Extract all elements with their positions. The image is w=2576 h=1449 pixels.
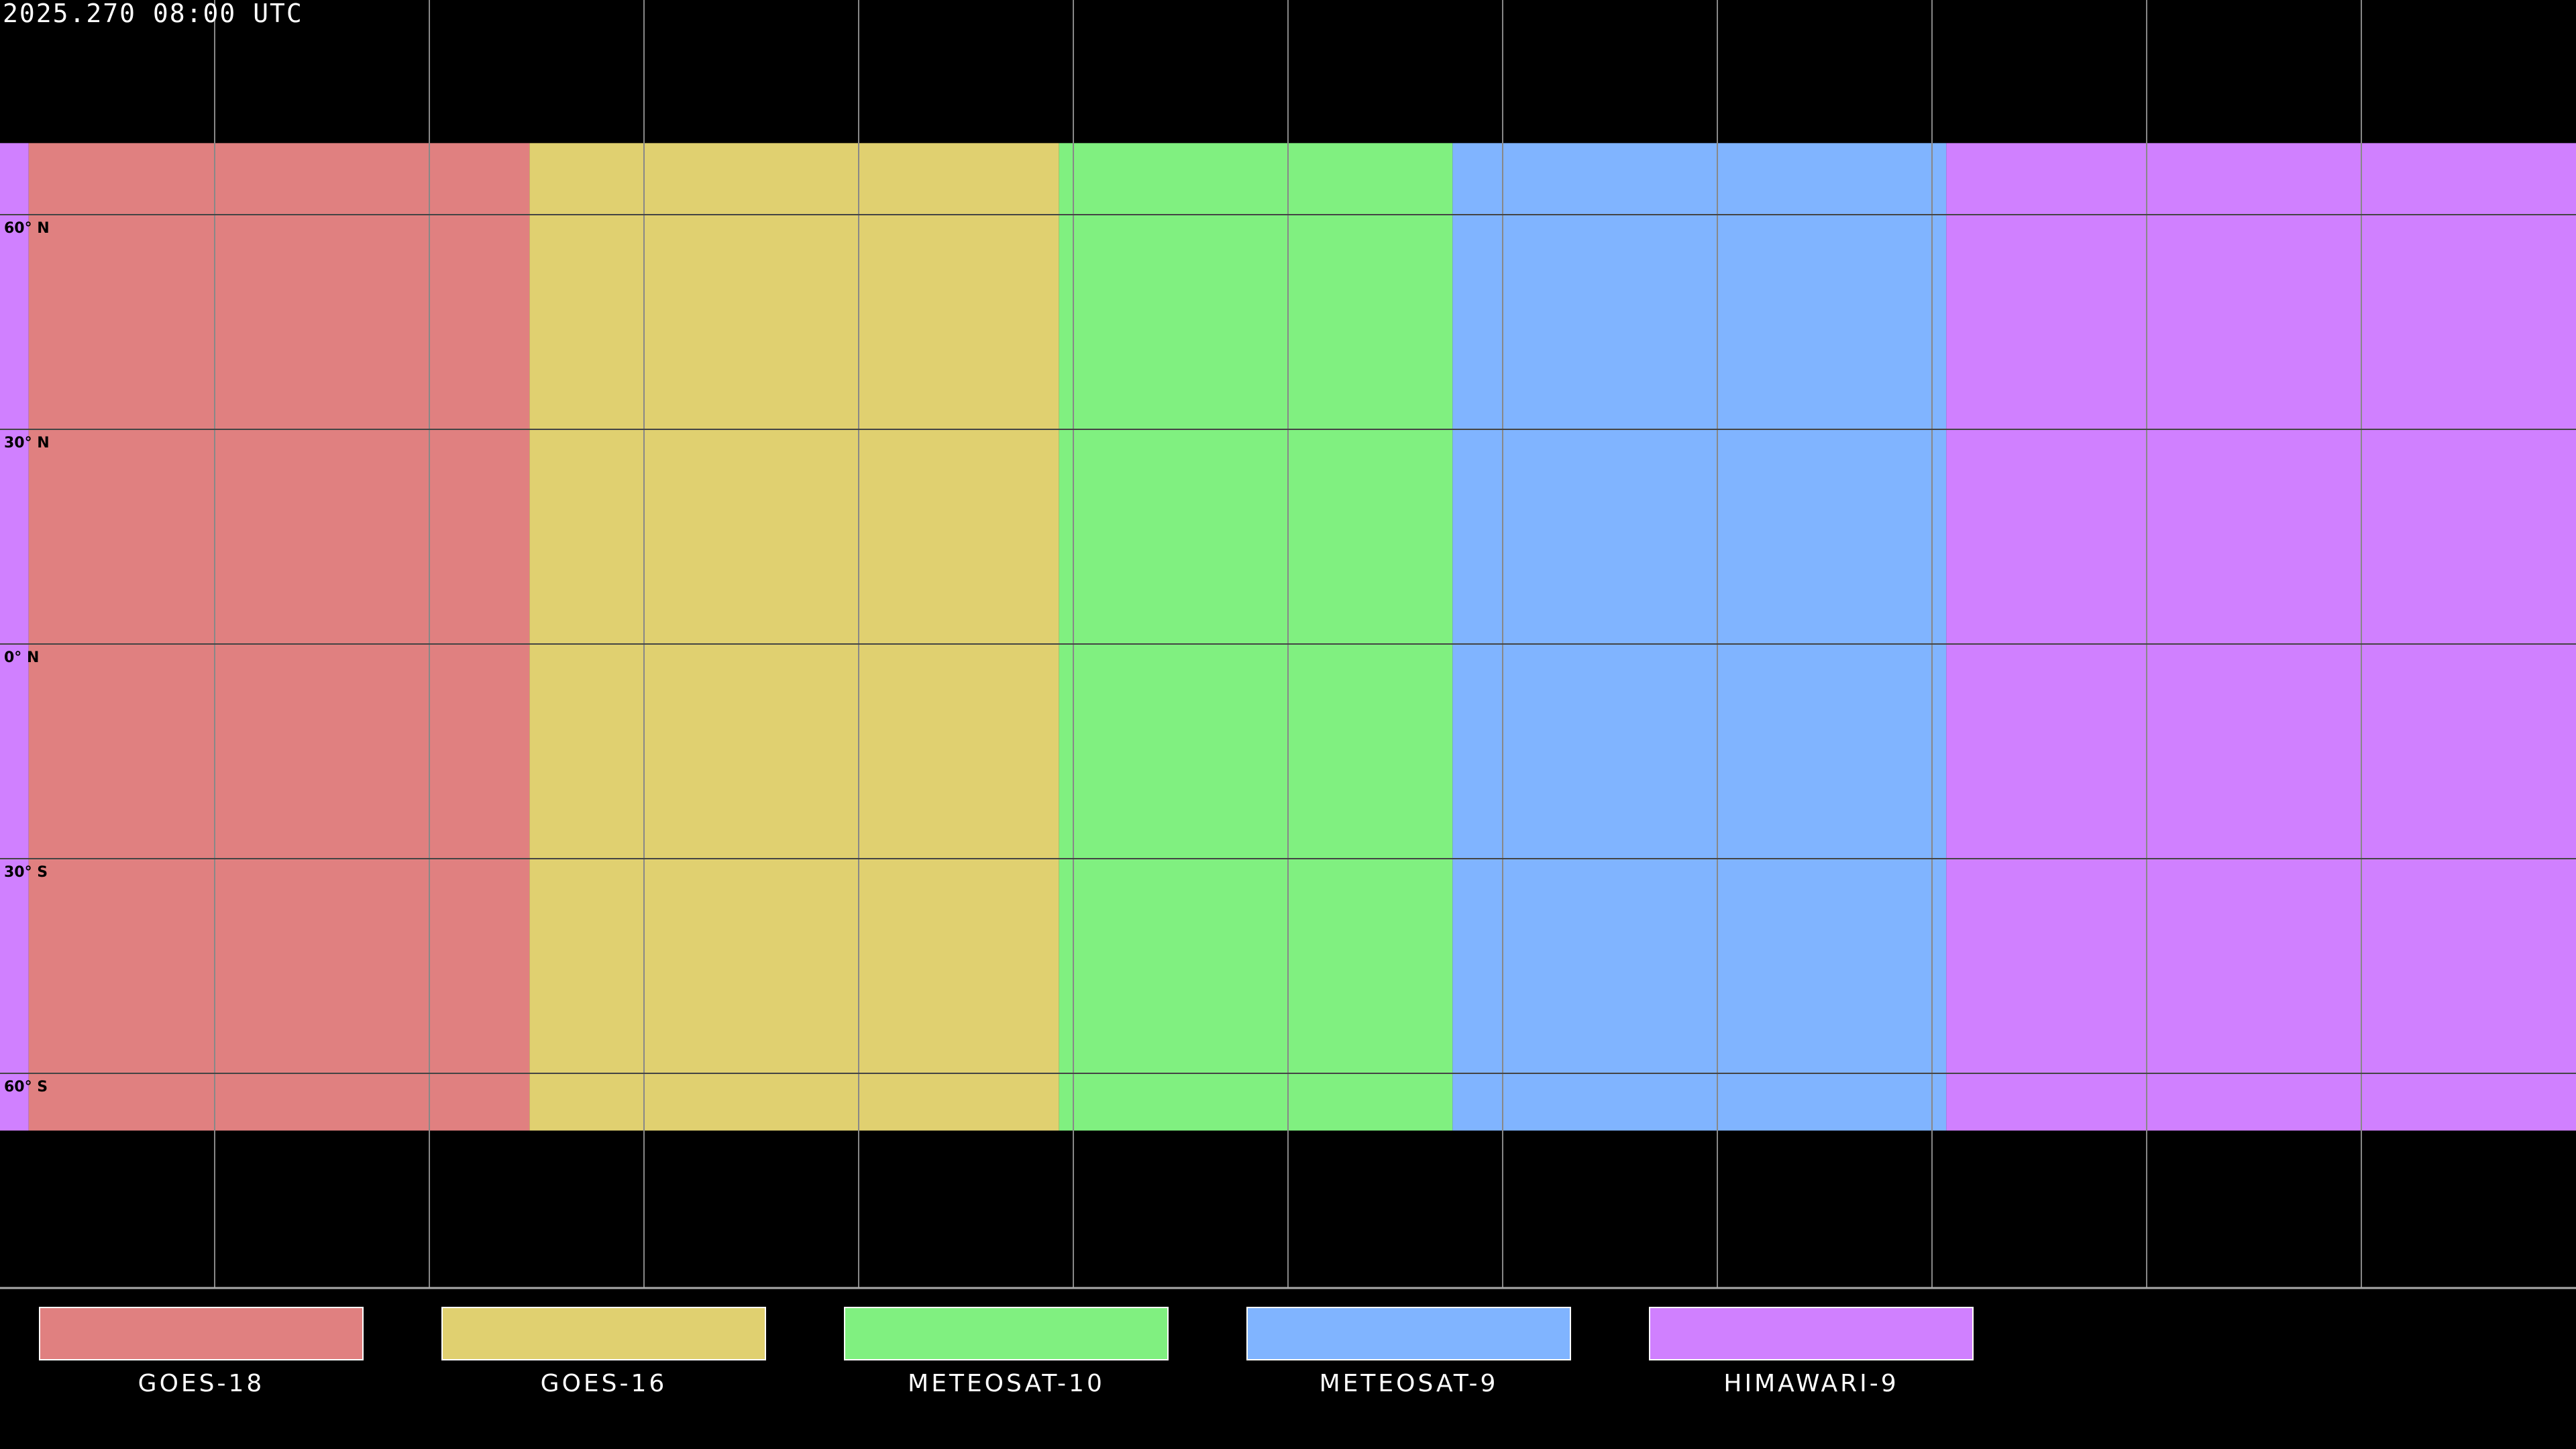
legend-item: METEOSAT-10 <box>844 1307 1169 1397</box>
lat-label: 0° N <box>4 649 40 666</box>
lat-label: 60° N <box>4 220 50 237</box>
coverage-meteosat-9 <box>1452 143 1947 1131</box>
coverage-goes-18 <box>28 143 530 1131</box>
graticule <box>0 0 2576 1288</box>
legend-swatch <box>1246 1307 1571 1360</box>
coverage-meteosat-10 <box>1059 143 1453 1131</box>
legend-swatch <box>39 1307 364 1360</box>
legend-item: HIMAWARI-9 <box>1649 1307 1974 1397</box>
legend-item: GOES-16 <box>441 1307 766 1397</box>
legend-label: GOES-18 <box>138 1370 265 1397</box>
lat-label: 30° S <box>4 864 48 881</box>
lat-label: 30° N <box>4 435 50 451</box>
coverage-himawari-9 <box>1946 143 2576 1131</box>
timestamp: 2025.270 08:00 UTC <box>3 0 303 28</box>
legend-label: GOES-16 <box>540 1370 667 1397</box>
legend-swatch <box>441 1307 766 1360</box>
legend-item: METEOSAT-9 <box>1246 1307 1571 1397</box>
lat-label: 60° S <box>4 1079 48 1095</box>
legend-item: GOES-18 <box>39 1307 364 1397</box>
coverage-regions <box>0 143 2576 1131</box>
legend-label: METEOSAT-10 <box>908 1370 1105 1397</box>
legend-label: METEOSAT-9 <box>1319 1370 1499 1397</box>
coverage-himawari-9 <box>0 143 29 1131</box>
coverage-goes-16 <box>529 143 1059 1131</box>
legend-label: HIMAWARI-9 <box>1723 1370 1899 1397</box>
legend-swatch <box>844 1307 1169 1360</box>
legend-swatch <box>1649 1307 1974 1360</box>
